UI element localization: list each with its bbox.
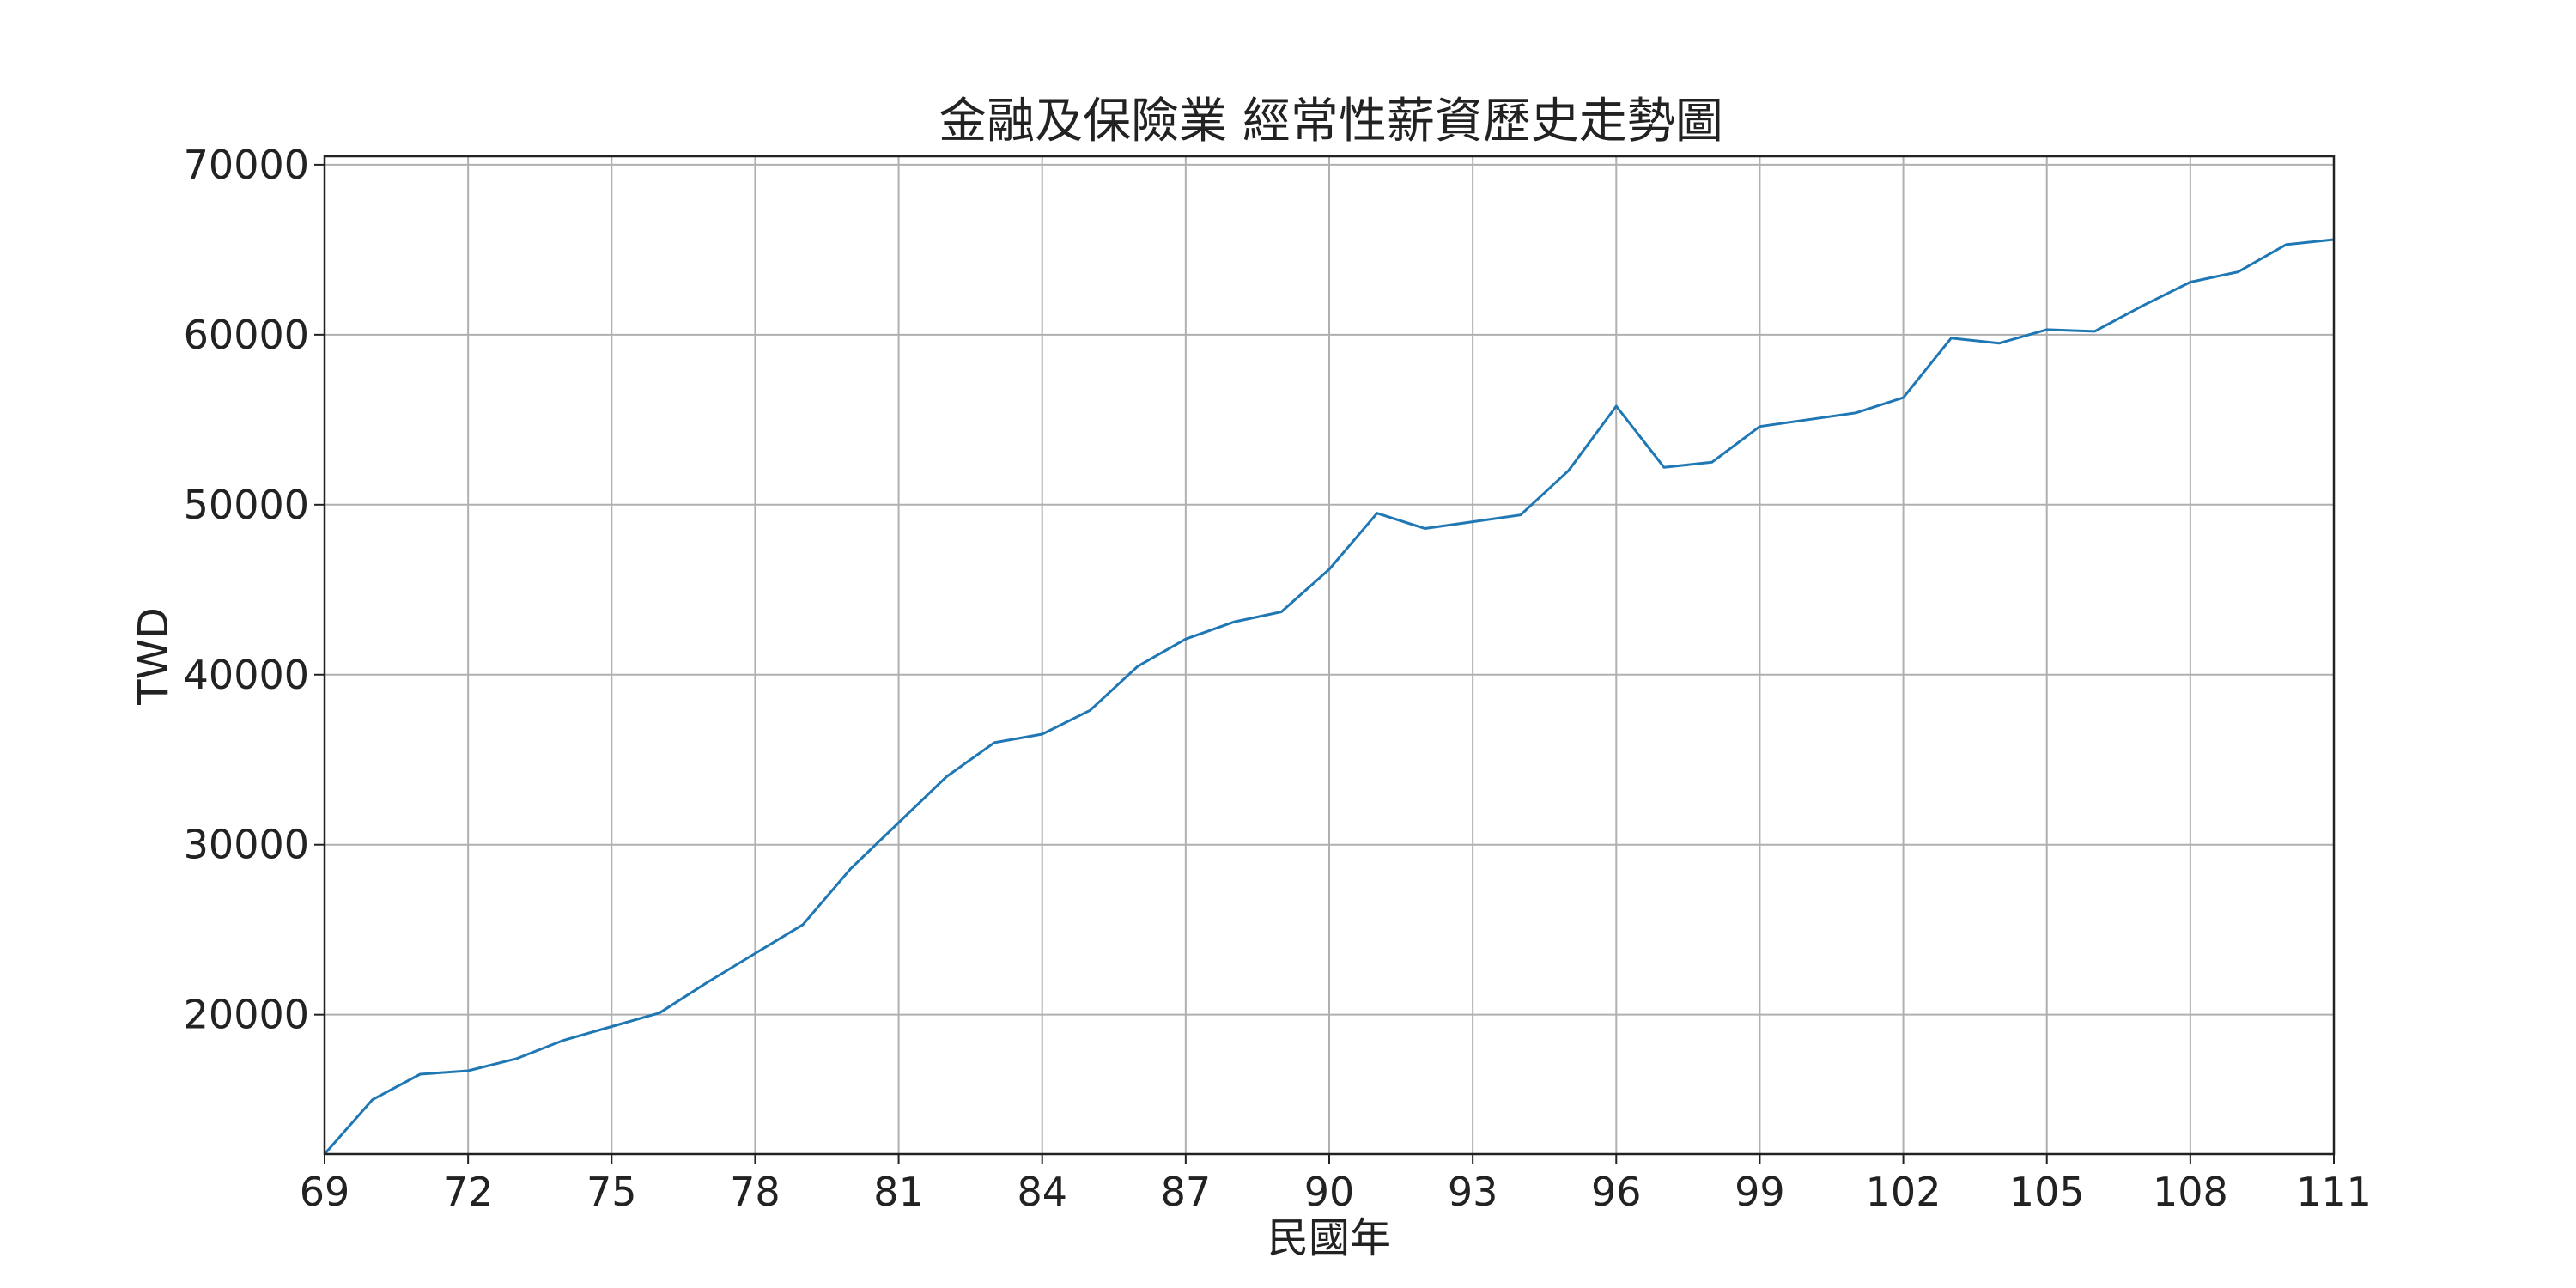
x-tick-label: 96 [1591,1169,1642,1215]
x-tick-label: 108 [2153,1169,2228,1215]
y-tick-label: 50000 [184,482,309,528]
y-tick-label: 60000 [184,312,309,358]
x-tick-label: 72 [443,1169,494,1215]
x-tick-label: 69 [300,1169,350,1215]
y-tick-label: 30000 [184,822,309,868]
x-tick-label: 81 [873,1169,924,1215]
grid [324,156,2335,1154]
x-axis: 69 72 75 78 81 84 87 90 93 96 99 102 105 108 111 [300,1154,2372,1215]
x-tick-label: 84 [1017,1169,1067,1215]
series-line [323,238,2335,1155]
chart-title: 金融及保險業 經常性薪資歷史走勢圖 [939,94,1723,149]
y-tick-label: 20000 [184,992,309,1038]
x-tick-label: 90 [1304,1169,1355,1215]
y-tick-label: 70000 [184,142,309,188]
x-tick-label: 93 [1448,1169,1498,1215]
series-layer [323,238,2335,1155]
x-tick-label: 105 [2009,1169,2085,1215]
y-tick-label: 40000 [184,652,309,698]
x-tick-label: 78 [730,1169,781,1215]
x-tick-label: 111 [2296,1169,2372,1215]
x-tick-label: 75 [586,1169,637,1215]
x-tick-label: 99 [1735,1169,1785,1215]
x-axis-label: 民國年 [1267,1214,1391,1262]
y-axis: 20000 30000 40000 50000 60000 70000 [184,142,325,1038]
y-axis-label: TWD [130,607,178,706]
x-tick-label: 102 [1866,1169,1941,1215]
x-tick-label: 87 [1161,1169,1212,1215]
